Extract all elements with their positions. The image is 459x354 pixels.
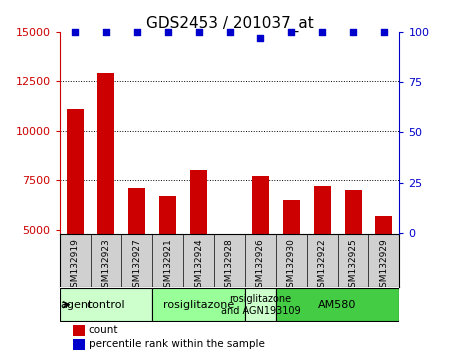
Text: GSM132928: GSM132928 bbox=[225, 238, 234, 293]
Point bbox=[349, 29, 357, 35]
Text: GSM132924: GSM132924 bbox=[194, 238, 203, 293]
Point bbox=[288, 29, 295, 35]
Bar bbox=[276, 288, 399, 321]
Text: GSM132929: GSM132929 bbox=[380, 238, 388, 293]
Bar bbox=[97, 73, 114, 329]
Bar bbox=[313, 186, 330, 329]
Bar bbox=[73, 325, 85, 336]
Bar bbox=[73, 339, 85, 350]
Text: GSM132922: GSM132922 bbox=[318, 238, 327, 293]
Text: GSM132921: GSM132921 bbox=[163, 238, 172, 293]
Bar bbox=[152, 288, 245, 321]
Text: GSM132927: GSM132927 bbox=[132, 238, 141, 293]
Text: rosiglitazone: rosiglitazone bbox=[163, 300, 234, 310]
Bar bbox=[221, 325, 238, 329]
Point bbox=[195, 29, 202, 35]
Text: count: count bbox=[89, 325, 118, 335]
Text: GSM132926: GSM132926 bbox=[256, 238, 265, 293]
Point bbox=[133, 29, 140, 35]
Point bbox=[257, 35, 264, 41]
Title: GDS2453 / 201037_at: GDS2453 / 201037_at bbox=[146, 16, 313, 32]
Text: rosiglitazone
and AGN193109: rosiglitazone and AGN193109 bbox=[221, 294, 300, 315]
Bar bbox=[375, 216, 392, 329]
Text: GSM132923: GSM132923 bbox=[101, 238, 111, 293]
Text: percentile rank within the sample: percentile rank within the sample bbox=[89, 339, 264, 349]
Text: GSM132925: GSM132925 bbox=[348, 238, 358, 293]
Bar bbox=[129, 188, 146, 329]
Text: AM580: AM580 bbox=[319, 300, 357, 310]
Bar bbox=[67, 109, 84, 329]
Text: GSM132930: GSM132930 bbox=[287, 238, 296, 293]
Bar bbox=[245, 288, 276, 321]
Point bbox=[319, 29, 326, 35]
Bar bbox=[60, 288, 152, 321]
Point bbox=[72, 29, 79, 35]
Bar bbox=[190, 170, 207, 329]
Point bbox=[164, 29, 171, 35]
Bar bbox=[252, 176, 269, 329]
Bar bbox=[283, 200, 300, 329]
Point bbox=[226, 29, 233, 35]
Text: control: control bbox=[87, 300, 125, 310]
Bar bbox=[159, 196, 176, 329]
Text: agent: agent bbox=[60, 300, 92, 310]
Point bbox=[102, 29, 110, 35]
Bar bbox=[345, 190, 362, 329]
Text: GSM132919: GSM132919 bbox=[71, 238, 79, 293]
Point bbox=[380, 29, 387, 35]
